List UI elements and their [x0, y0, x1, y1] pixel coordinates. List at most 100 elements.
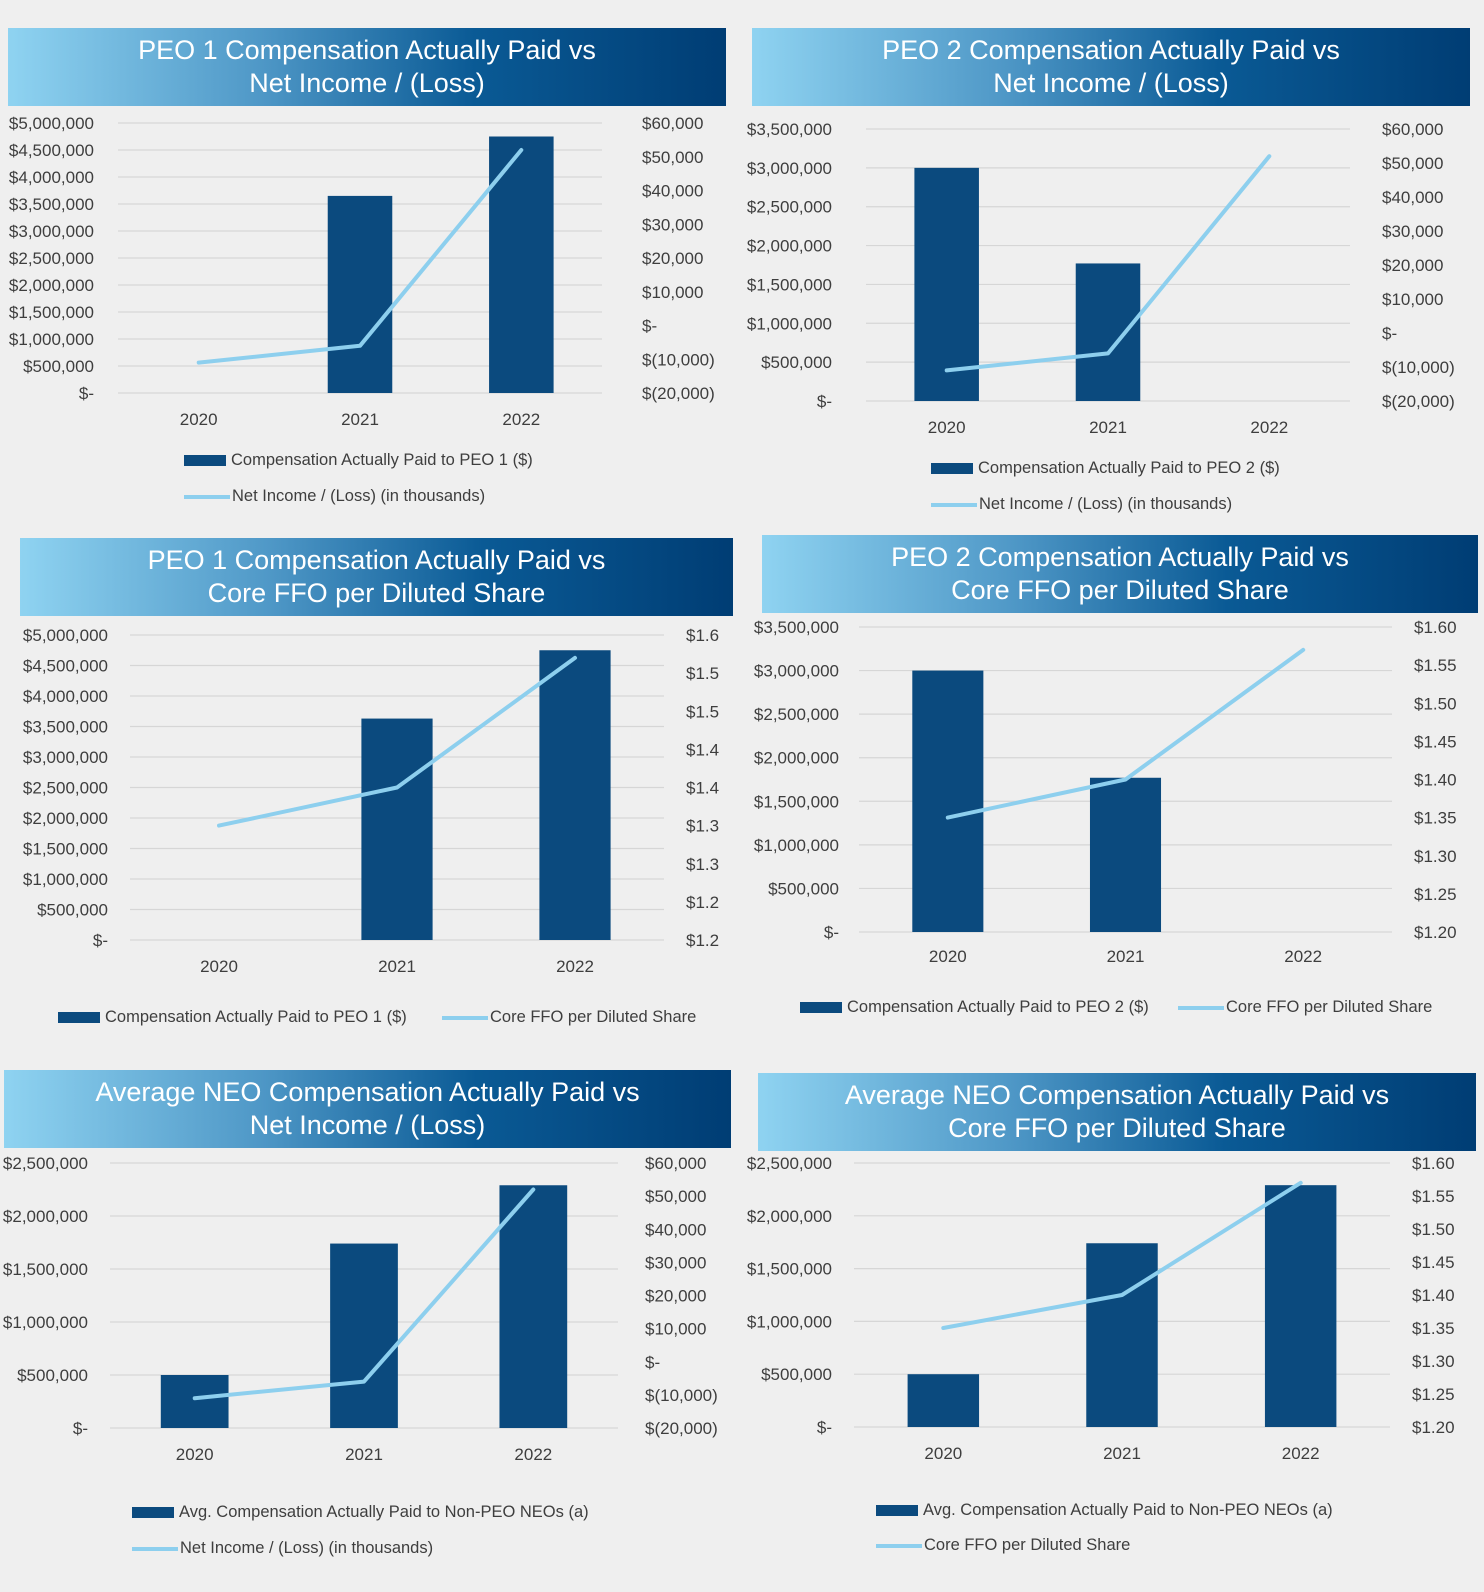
left-axis-tick-label: $4,500,000	[9, 141, 94, 160]
right-axis-tick-label: $1.3	[686, 855, 719, 874]
left-axis-tick-label: $-	[824, 923, 839, 942]
left-axis-tick-label: $-	[93, 931, 108, 950]
right-axis-tick-label: $1.3	[686, 817, 719, 836]
chart-panel-avg-neo-core-ffo: Average NEO Compensation Actually Paid v…	[744, 1073, 1484, 1573]
legend-bar-label: Compensation Actually Paid to PEO 2 ($)	[978, 459, 1280, 477]
right-axis-tick-label: $50,000	[1382, 154, 1443, 173]
left-axis-tick-label: $2,000,000	[754, 749, 839, 768]
chart-title-line-1: Average NEO Compensation Actually Paid v…	[844, 1080, 1390, 1110]
x-axis-tick-label: 2022	[1282, 1444, 1320, 1463]
left-axis-tick-label: $4,000,000	[9, 168, 94, 187]
series-line	[192, 1187, 536, 1401]
left-axis-tick-label: $1,500,000	[9, 303, 94, 322]
left-axis-tick-label: $-	[79, 384, 94, 403]
legend-line-label: Core FFO per Diluted Share	[924, 1536, 1131, 1554]
right-axis-tick-label: $1.30	[1412, 1352, 1455, 1371]
chart-title-banner: PEO 2 Compensation Actually Paid vs Core…	[762, 535, 1478, 613]
x-axis-tick-label: 2020	[180, 410, 218, 429]
right-axis-tick-label: $(20,000)	[1382, 392, 1455, 411]
bar-2022	[489, 136, 554, 393]
chart-panel-peo1-net-income: PEO 1 Compensation Actually Paid vs Net …	[0, 28, 740, 518]
left-axis-tick-label: $3,000,000	[754, 662, 839, 681]
right-axis-tick-label: $50,000	[642, 148, 703, 167]
chart-title-line-1: PEO 1 Compensation Actually Paid vs	[147, 545, 606, 575]
right-axis-tick-label: $(10,000)	[642, 350, 715, 369]
x-axis-tick-label: 2022	[1284, 947, 1322, 966]
bar-2022	[1264, 1185, 1337, 1427]
left-axis-tick-label: $2,000,000	[747, 1207, 832, 1226]
right-axis-tick-label: $1.6	[686, 626, 719, 645]
x-axis-tick-label: 2022	[514, 1445, 552, 1464]
legend-line-swatch	[1178, 1005, 1224, 1010]
left-axis-tick-label: $2,500,000	[747, 1154, 832, 1173]
legend-item-line: Net Income / (Loss) (in thousands)	[132, 1539, 433, 1558]
right-axis-tick-label: $60,000	[645, 1154, 706, 1173]
chart-title-line-2: Net Income / (Loss)	[249, 1110, 486, 1140]
legend-bar-label: Avg. Compensation Actually Paid to Non-P…	[179, 1503, 589, 1521]
left-axis-tick-label: $1,500,000	[754, 792, 839, 811]
bar-2022	[499, 1185, 568, 1428]
legend-bar-swatch	[876, 1505, 918, 1516]
bar-2020	[160, 1375, 229, 1428]
legend-item-line: Net Income / (Loss) (in thousands)	[184, 487, 485, 506]
x-axis-tick-label: 2021	[1089, 418, 1127, 437]
left-axis-tick-label: $3,500,000	[754, 618, 839, 637]
right-axis-tick-label: $30,000	[645, 1253, 706, 1272]
left-axis-tick-label: $2,500,000	[754, 705, 839, 724]
right-axis-tick-label: $1.40	[1414, 771, 1457, 790]
left-axis-tick-label: $2,000,000	[3, 1207, 88, 1226]
x-axis-tick-label: 2021	[345, 1445, 383, 1464]
legend-line-swatch	[931, 502, 977, 507]
left-axis-tick-label: $-	[817, 392, 832, 411]
left-axis-tick-label: $1,500,000	[3, 1260, 88, 1279]
legend-line-label: Core FFO per Diluted Share	[1226, 998, 1433, 1016]
right-axis-tick-label: $1.55	[1412, 1187, 1455, 1206]
legend-item-bar: Avg. Compensation Actually Paid to Non-P…	[132, 1503, 589, 1522]
right-axis-tick-label: $-	[645, 1353, 660, 1372]
left-axis-tick-label: $2,500,000	[747, 198, 832, 217]
x-axis-tick-label: 2022	[502, 410, 540, 429]
left-axis-tick-label: $1,500,000	[23, 840, 108, 859]
left-axis-tick-label: $2,500,000	[3, 1154, 88, 1173]
left-axis-tick-label: $1,000,000	[747, 1312, 832, 1331]
legend-bar-label: Avg. Compensation Actually Paid to Non-P…	[923, 1501, 1333, 1519]
right-axis-tick-label: $(10,000)	[645, 1386, 718, 1405]
legend-line-swatch	[132, 1546, 178, 1551]
right-axis-tick-label: $1.30	[1414, 847, 1457, 866]
series-line	[945, 647, 1306, 820]
chart-title-line-2: Net Income / (Loss)	[993, 68, 1229, 98]
legend-bar-label: Compensation Actually Paid to PEO 1 ($)	[105, 1008, 407, 1026]
x-axis-tick-label: 2022	[1250, 418, 1288, 437]
chart-title-line-1: PEO 2 Compensation Actually Paid vs	[891, 542, 1349, 572]
chart-title-banner: PEO 1 Compensation Actually Paid vs Net …	[8, 28, 726, 106]
right-axis-tick-label: $(20,000)	[645, 1419, 718, 1438]
legend-line-label: Core FFO per Diluted Share	[490, 1008, 697, 1026]
chart-plot: $2,500,000 $2,000,000 $1,500,000 $1,000,000…	[747, 1154, 1455, 1463]
right-axis-tick-label: $(20,000)	[642, 384, 715, 403]
left-axis-tick-label: $1,000,000	[23, 870, 108, 889]
right-axis-tick-label: $20,000	[1382, 256, 1443, 275]
legend-line-swatch	[184, 494, 230, 499]
chart-title-line-1: PEO 1 Compensation Actually Paid vs	[138, 35, 596, 65]
series-line	[944, 154, 1272, 373]
right-axis-tick-label: $40,000	[1382, 188, 1443, 207]
right-axis-tick-label: $1.20	[1412, 1418, 1455, 1437]
right-axis-tick-label: $1.55	[1414, 656, 1457, 675]
x-axis-tick-label: 2020	[200, 957, 238, 976]
series-line	[196, 148, 524, 365]
left-axis-tick-label: $500,000	[761, 353, 832, 372]
bar-2021	[1089, 777, 1162, 932]
right-axis-tick-label: $20,000	[642, 249, 703, 268]
right-axis-tick-label: $10,000	[1382, 290, 1443, 309]
right-axis-tick-label: $1.25	[1414, 885, 1457, 904]
left-axis-tick-label: $500,000	[37, 901, 108, 920]
right-axis-tick-label: $60,000	[642, 114, 703, 133]
right-axis-tick-label: $1.2	[686, 893, 719, 912]
legend-bar-swatch	[58, 1012, 100, 1023]
chart-plot: $3,500,000 $3,000,000 $2,500,000 $2,000,000…	[747, 120, 1455, 437]
left-axis-tick-label: $1,000,000	[9, 330, 94, 349]
right-axis-tick-label: $1.20	[1414, 923, 1457, 942]
legend-line-label: Net Income / (Loss) (in thousands)	[232, 487, 486, 505]
series-line	[941, 1180, 1303, 1330]
chart-plot: $3,500,000 $3,000,000 $2,500,000 $2,000,000…	[754, 618, 1457, 966]
